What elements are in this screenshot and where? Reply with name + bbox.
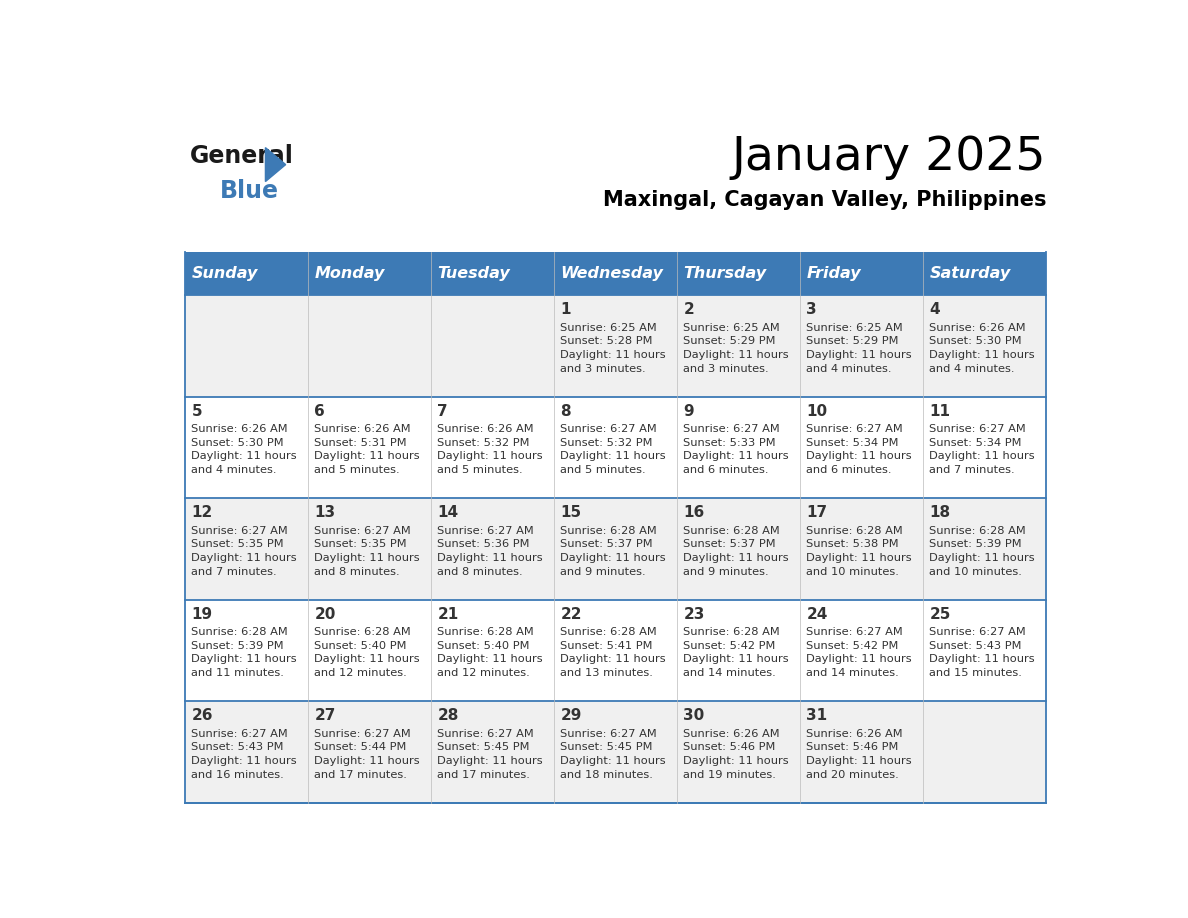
Text: 21: 21 — [437, 607, 459, 622]
Bar — [555, 252, 677, 296]
Text: Sunrise: 6:28 AM
Sunset: 5:39 PM
Daylight: 11 hours
and 10 minutes.: Sunrise: 6:28 AM Sunset: 5:39 PM Dayligh… — [929, 526, 1035, 577]
Text: Sunrise: 6:28 AM
Sunset: 5:39 PM
Daylight: 11 hours
and 11 minutes.: Sunrise: 6:28 AM Sunset: 5:39 PM Dayligh… — [191, 627, 297, 678]
Bar — [185, 397, 1047, 498]
Text: 2: 2 — [683, 302, 694, 318]
Text: Sunrise: 6:27 AM
Sunset: 5:45 PM
Daylight: 11 hours
and 18 minutes.: Sunrise: 6:27 AM Sunset: 5:45 PM Dayligh… — [561, 729, 666, 779]
Text: Sunrise: 6:27 AM
Sunset: 5:43 PM
Daylight: 11 hours
and 16 minutes.: Sunrise: 6:27 AM Sunset: 5:43 PM Dayligh… — [191, 729, 297, 779]
Text: Sunrise: 6:27 AM
Sunset: 5:43 PM
Daylight: 11 hours
and 15 minutes.: Sunrise: 6:27 AM Sunset: 5:43 PM Dayligh… — [929, 627, 1035, 678]
Text: 1: 1 — [561, 302, 571, 318]
Polygon shape — [265, 148, 285, 182]
Text: General: General — [190, 144, 293, 168]
Text: 22: 22 — [561, 607, 582, 622]
Text: Sunday: Sunday — [191, 266, 258, 281]
Text: 7: 7 — [437, 404, 448, 419]
Bar — [431, 252, 555, 296]
Text: 13: 13 — [315, 506, 335, 521]
Text: 30: 30 — [683, 709, 704, 723]
Text: Sunrise: 6:27 AM
Sunset: 5:35 PM
Daylight: 11 hours
and 8 minutes.: Sunrise: 6:27 AM Sunset: 5:35 PM Dayligh… — [315, 526, 421, 577]
Bar — [185, 599, 1047, 701]
Text: Sunrise: 6:28 AM
Sunset: 5:38 PM
Daylight: 11 hours
and 10 minutes.: Sunrise: 6:28 AM Sunset: 5:38 PM Dayligh… — [807, 526, 912, 577]
Text: Sunrise: 6:26 AM
Sunset: 5:32 PM
Daylight: 11 hours
and 5 minutes.: Sunrise: 6:26 AM Sunset: 5:32 PM Dayligh… — [437, 424, 543, 476]
Text: 27: 27 — [315, 709, 336, 723]
Bar — [677, 252, 801, 296]
Text: 9: 9 — [683, 404, 694, 419]
Bar — [185, 296, 1047, 397]
Text: 8: 8 — [561, 404, 571, 419]
Text: Sunrise: 6:28 AM
Sunset: 5:37 PM
Daylight: 11 hours
and 9 minutes.: Sunrise: 6:28 AM Sunset: 5:37 PM Dayligh… — [683, 526, 789, 577]
Text: Sunrise: 6:27 AM
Sunset: 5:33 PM
Daylight: 11 hours
and 6 minutes.: Sunrise: 6:27 AM Sunset: 5:33 PM Dayligh… — [683, 424, 789, 476]
Bar — [185, 498, 1047, 599]
Bar — [801, 252, 923, 296]
Text: January 2025: January 2025 — [732, 135, 1047, 180]
Text: 25: 25 — [929, 607, 950, 622]
Text: Monday: Monday — [315, 266, 385, 281]
Text: 6: 6 — [315, 404, 326, 419]
Text: Sunrise: 6:25 AM
Sunset: 5:28 PM
Daylight: 11 hours
and 3 minutes.: Sunrise: 6:25 AM Sunset: 5:28 PM Dayligh… — [561, 323, 666, 374]
Text: Thursday: Thursday — [683, 266, 766, 281]
Text: 29: 29 — [561, 709, 582, 723]
Text: 11: 11 — [929, 404, 950, 419]
Text: Friday: Friday — [807, 266, 861, 281]
Text: Sunrise: 6:27 AM
Sunset: 5:34 PM
Daylight: 11 hours
and 7 minutes.: Sunrise: 6:27 AM Sunset: 5:34 PM Dayligh… — [929, 424, 1035, 476]
Bar — [309, 252, 431, 296]
Bar — [185, 701, 1047, 803]
Text: Sunrise: 6:25 AM
Sunset: 5:29 PM
Daylight: 11 hours
and 4 minutes.: Sunrise: 6:25 AM Sunset: 5:29 PM Dayligh… — [807, 323, 912, 374]
Text: Sunrise: 6:28 AM
Sunset: 5:40 PM
Daylight: 11 hours
and 12 minutes.: Sunrise: 6:28 AM Sunset: 5:40 PM Dayligh… — [315, 627, 421, 678]
Text: Sunrise: 6:27 AM
Sunset: 5:32 PM
Daylight: 11 hours
and 5 minutes.: Sunrise: 6:27 AM Sunset: 5:32 PM Dayligh… — [561, 424, 666, 476]
Text: 4: 4 — [929, 302, 940, 318]
Text: 28: 28 — [437, 709, 459, 723]
Text: Sunrise: 6:27 AM
Sunset: 5:44 PM
Daylight: 11 hours
and 17 minutes.: Sunrise: 6:27 AM Sunset: 5:44 PM Dayligh… — [315, 729, 421, 779]
Text: Sunrise: 6:28 AM
Sunset: 5:42 PM
Daylight: 11 hours
and 14 minutes.: Sunrise: 6:28 AM Sunset: 5:42 PM Dayligh… — [683, 627, 789, 678]
Text: 31: 31 — [807, 709, 828, 723]
Bar — [185, 252, 309, 296]
Text: Wednesday: Wednesday — [561, 266, 663, 281]
Text: Sunrise: 6:25 AM
Sunset: 5:29 PM
Daylight: 11 hours
and 3 minutes.: Sunrise: 6:25 AM Sunset: 5:29 PM Dayligh… — [683, 323, 789, 374]
Text: 12: 12 — [191, 506, 213, 521]
Text: Sunrise: 6:27 AM
Sunset: 5:42 PM
Daylight: 11 hours
and 14 minutes.: Sunrise: 6:27 AM Sunset: 5:42 PM Dayligh… — [807, 627, 912, 678]
Text: Sunrise: 6:27 AM
Sunset: 5:35 PM
Daylight: 11 hours
and 7 minutes.: Sunrise: 6:27 AM Sunset: 5:35 PM Dayligh… — [191, 526, 297, 577]
Text: 26: 26 — [191, 709, 213, 723]
Bar — [923, 252, 1047, 296]
Text: 20: 20 — [315, 607, 336, 622]
Text: 16: 16 — [683, 506, 704, 521]
Text: Tuesday: Tuesday — [437, 266, 510, 281]
Text: 15: 15 — [561, 506, 582, 521]
Text: Sunrise: 6:28 AM
Sunset: 5:37 PM
Daylight: 11 hours
and 9 minutes.: Sunrise: 6:28 AM Sunset: 5:37 PM Dayligh… — [561, 526, 666, 577]
Text: Sunrise: 6:26 AM
Sunset: 5:46 PM
Daylight: 11 hours
and 19 minutes.: Sunrise: 6:26 AM Sunset: 5:46 PM Dayligh… — [683, 729, 789, 779]
Text: 24: 24 — [807, 607, 828, 622]
Text: Maxingal, Cagayan Valley, Philippines: Maxingal, Cagayan Valley, Philippines — [602, 190, 1047, 210]
Text: 23: 23 — [683, 607, 704, 622]
Text: 17: 17 — [807, 506, 828, 521]
Text: Sunrise: 6:28 AM
Sunset: 5:41 PM
Daylight: 11 hours
and 13 minutes.: Sunrise: 6:28 AM Sunset: 5:41 PM Dayligh… — [561, 627, 666, 678]
Text: 5: 5 — [191, 404, 202, 419]
Text: Sunrise: 6:27 AM
Sunset: 5:36 PM
Daylight: 11 hours
and 8 minutes.: Sunrise: 6:27 AM Sunset: 5:36 PM Dayligh… — [437, 526, 543, 577]
Text: Blue: Blue — [220, 179, 278, 204]
Text: Sunrise: 6:26 AM
Sunset: 5:30 PM
Daylight: 11 hours
and 4 minutes.: Sunrise: 6:26 AM Sunset: 5:30 PM Dayligh… — [929, 323, 1035, 374]
Text: 3: 3 — [807, 302, 817, 318]
Text: Sunrise: 6:28 AM
Sunset: 5:40 PM
Daylight: 11 hours
and 12 minutes.: Sunrise: 6:28 AM Sunset: 5:40 PM Dayligh… — [437, 627, 543, 678]
Text: 14: 14 — [437, 506, 459, 521]
Text: 10: 10 — [807, 404, 828, 419]
Text: Sunrise: 6:27 AM
Sunset: 5:34 PM
Daylight: 11 hours
and 6 minutes.: Sunrise: 6:27 AM Sunset: 5:34 PM Dayligh… — [807, 424, 912, 476]
Text: 19: 19 — [191, 607, 213, 622]
Text: Sunrise: 6:26 AM
Sunset: 5:46 PM
Daylight: 11 hours
and 20 minutes.: Sunrise: 6:26 AM Sunset: 5:46 PM Dayligh… — [807, 729, 912, 779]
Text: Sunrise: 6:27 AM
Sunset: 5:45 PM
Daylight: 11 hours
and 17 minutes.: Sunrise: 6:27 AM Sunset: 5:45 PM Dayligh… — [437, 729, 543, 779]
Text: Saturday: Saturday — [929, 266, 1011, 281]
Text: Sunrise: 6:26 AM
Sunset: 5:30 PM
Daylight: 11 hours
and 4 minutes.: Sunrise: 6:26 AM Sunset: 5:30 PM Dayligh… — [191, 424, 297, 476]
Text: Sunrise: 6:26 AM
Sunset: 5:31 PM
Daylight: 11 hours
and 5 minutes.: Sunrise: 6:26 AM Sunset: 5:31 PM Dayligh… — [315, 424, 421, 476]
Text: 18: 18 — [929, 506, 950, 521]
